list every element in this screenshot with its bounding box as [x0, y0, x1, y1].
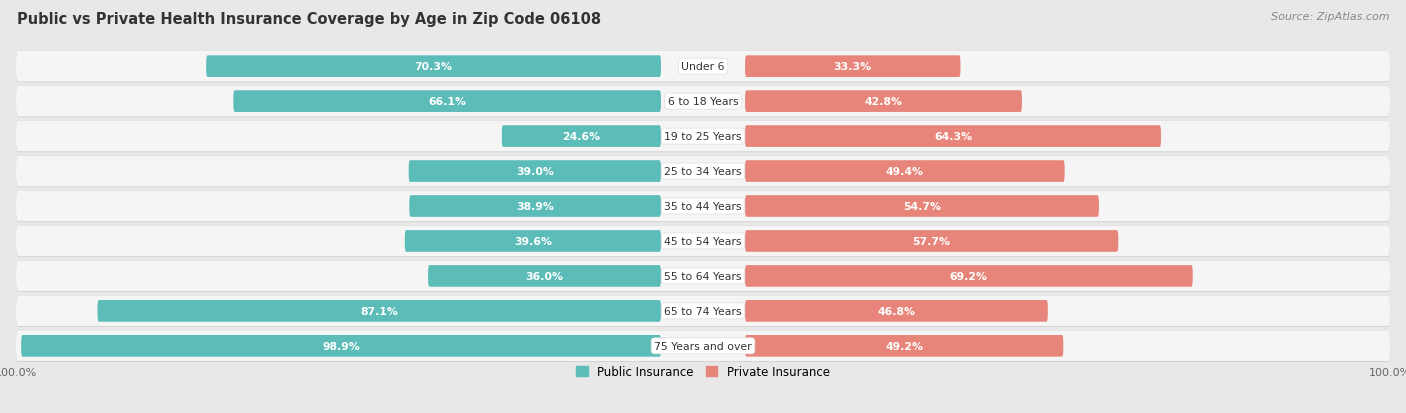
- Text: 75 Years and over: 75 Years and over: [654, 341, 752, 351]
- FancyBboxPatch shape: [745, 230, 1118, 252]
- Text: Public vs Private Health Insurance Coverage by Age in Zip Code 06108: Public vs Private Health Insurance Cover…: [17, 12, 600, 27]
- FancyBboxPatch shape: [745, 300, 1047, 322]
- Text: 54.7%: 54.7%: [903, 202, 941, 211]
- FancyBboxPatch shape: [97, 300, 661, 322]
- Text: 57.7%: 57.7%: [912, 236, 950, 247]
- FancyBboxPatch shape: [15, 156, 1391, 188]
- Text: 49.4%: 49.4%: [886, 166, 924, 177]
- FancyBboxPatch shape: [21, 335, 661, 357]
- FancyBboxPatch shape: [15, 261, 1391, 292]
- FancyBboxPatch shape: [15, 226, 1391, 257]
- FancyBboxPatch shape: [745, 266, 1192, 287]
- Text: 19 to 25 Years: 19 to 25 Years: [664, 132, 742, 142]
- Text: 70.3%: 70.3%: [415, 62, 453, 72]
- Text: Source: ZipAtlas.com: Source: ZipAtlas.com: [1271, 12, 1389, 22]
- Text: 38.9%: 38.9%: [516, 202, 554, 211]
- FancyBboxPatch shape: [15, 331, 1391, 362]
- FancyBboxPatch shape: [15, 52, 1391, 82]
- FancyBboxPatch shape: [745, 56, 960, 78]
- FancyBboxPatch shape: [15, 226, 1391, 257]
- FancyBboxPatch shape: [745, 161, 1064, 183]
- FancyBboxPatch shape: [233, 91, 661, 113]
- FancyBboxPatch shape: [15, 121, 1391, 153]
- FancyBboxPatch shape: [15, 191, 1391, 222]
- FancyBboxPatch shape: [502, 126, 661, 147]
- Text: 64.3%: 64.3%: [934, 132, 972, 142]
- Text: 69.2%: 69.2%: [950, 271, 988, 281]
- FancyBboxPatch shape: [15, 331, 1391, 361]
- FancyBboxPatch shape: [15, 52, 1391, 83]
- FancyBboxPatch shape: [409, 161, 661, 183]
- FancyBboxPatch shape: [745, 91, 1022, 113]
- FancyBboxPatch shape: [15, 87, 1391, 117]
- Text: 24.6%: 24.6%: [562, 132, 600, 142]
- FancyBboxPatch shape: [405, 230, 661, 252]
- Text: 46.8%: 46.8%: [877, 306, 915, 316]
- Text: 25 to 34 Years: 25 to 34 Years: [664, 166, 742, 177]
- Text: 87.1%: 87.1%: [360, 306, 398, 316]
- FancyBboxPatch shape: [15, 191, 1391, 223]
- Text: 65 to 74 Years: 65 to 74 Years: [664, 306, 742, 316]
- FancyBboxPatch shape: [15, 87, 1391, 118]
- Text: 49.2%: 49.2%: [886, 341, 924, 351]
- FancyBboxPatch shape: [15, 296, 1391, 327]
- Text: Under 6: Under 6: [682, 62, 724, 72]
- Text: 39.6%: 39.6%: [513, 236, 553, 247]
- Text: 55 to 64 Years: 55 to 64 Years: [664, 271, 742, 281]
- FancyBboxPatch shape: [15, 296, 1391, 326]
- Text: 66.1%: 66.1%: [429, 97, 467, 107]
- FancyBboxPatch shape: [409, 196, 661, 217]
- FancyBboxPatch shape: [207, 56, 661, 78]
- FancyBboxPatch shape: [427, 266, 661, 287]
- FancyBboxPatch shape: [15, 156, 1391, 187]
- Text: 98.9%: 98.9%: [322, 341, 360, 351]
- Text: 39.0%: 39.0%: [516, 166, 554, 177]
- FancyBboxPatch shape: [745, 196, 1099, 217]
- Text: 45 to 54 Years: 45 to 54 Years: [664, 236, 742, 247]
- Text: 33.3%: 33.3%: [834, 62, 872, 72]
- FancyBboxPatch shape: [15, 121, 1391, 152]
- FancyBboxPatch shape: [15, 261, 1391, 292]
- FancyBboxPatch shape: [745, 335, 1063, 357]
- Text: 36.0%: 36.0%: [526, 271, 564, 281]
- Text: 42.8%: 42.8%: [865, 97, 903, 107]
- Text: 35 to 44 Years: 35 to 44 Years: [664, 202, 742, 211]
- FancyBboxPatch shape: [745, 126, 1161, 147]
- Legend: Public Insurance, Private Insurance: Public Insurance, Private Insurance: [571, 360, 835, 383]
- Text: 6 to 18 Years: 6 to 18 Years: [668, 97, 738, 107]
